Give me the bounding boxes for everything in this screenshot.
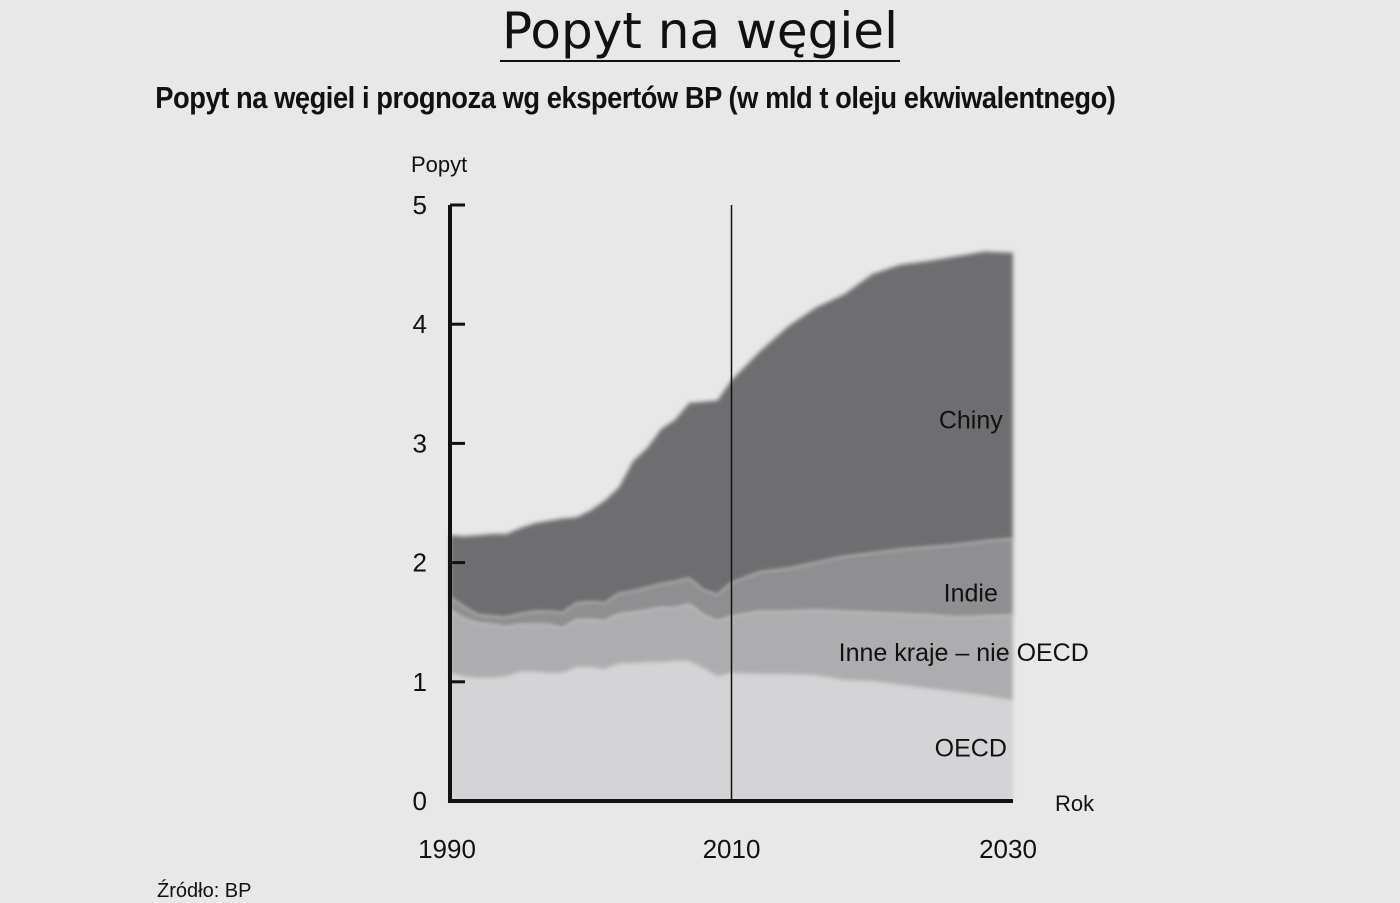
chart-title-text: Popyt na węgiel <box>500 2 900 62</box>
y-tick-label-5: 5 <box>413 190 427 220</box>
x-tick-label-2010: 2010 <box>703 834 761 864</box>
x-axis-title: Rok <box>1055 791 1095 816</box>
series-label-chiny: Chiny <box>939 407 1003 435</box>
x-tick-label-2030: 2030 <box>979 834 1037 864</box>
series-label-indie: Indie <box>944 579 998 607</box>
chart-title: Popyt na węgiel <box>0 2 1400 62</box>
series-label-oecd: OECD <box>935 734 1007 762</box>
y-tick-label-3: 3 <box>413 428 427 458</box>
y-axis-title: Popyt <box>411 152 467 177</box>
y-tick-label-0: 0 <box>413 786 427 816</box>
series-labels: Chiny Indie Inne kraje – nie OECD OECD <box>839 407 1089 763</box>
y-tick-label-4: 4 <box>413 309 427 339</box>
axes: 0 1 2 3 4 5 1990 2010 2030 Popyt Rok <box>411 152 1095 864</box>
y-tick-label-2: 2 <box>413 548 427 578</box>
series-label-inne-kraje-nie-oecd: Inne kraje – nie OECD <box>839 639 1089 667</box>
chart-subtitle: Popyt na węgiel i prognoza wg ekspertów … <box>155 80 1116 115</box>
source-note: Źródło: BP <box>157 880 252 902</box>
y-tick-label-1: 1 <box>413 667 427 697</box>
x-tick-label-1990: 1990 <box>418 834 476 864</box>
